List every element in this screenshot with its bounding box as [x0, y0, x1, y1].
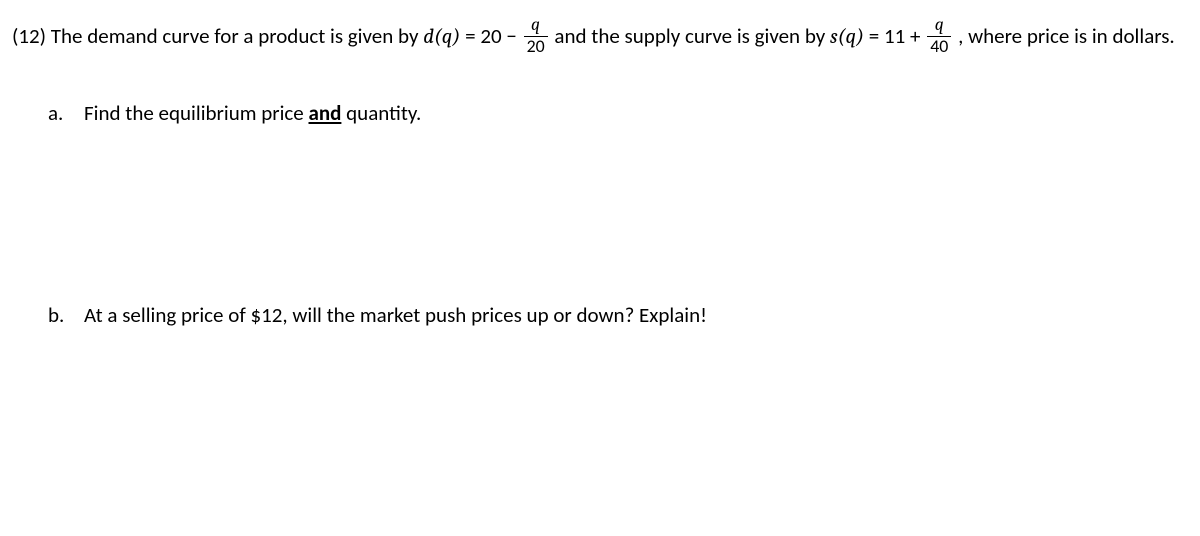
part-b-letter: b. — [48, 300, 84, 332]
part-a-prefix: Find the equilibrium price — [84, 100, 309, 126]
equation-2-mid: = 11 + — [869, 23, 925, 49]
part-a-text: Find the equilibrium price and quantity. — [84, 98, 421, 130]
fraction-1-denominator: 20 — [524, 37, 548, 57]
supply-fn-arg: (q) — [838, 25, 864, 49]
fraction-2-numerator: q — [927, 16, 951, 37]
equation-1-mid: = 20 − — [465, 23, 521, 49]
parts-list: a. Find the equilibrium price and quanti… — [12, 98, 1188, 331]
part-a: a. Find the equilibrium price and quanti… — [48, 98, 1188, 130]
part-a-emph: and — [309, 100, 342, 126]
fraction-1: q 20 — [524, 16, 548, 56]
fraction-1-numerator: q — [524, 16, 548, 37]
fraction-2-denominator: 40 — [927, 37, 951, 57]
problem-text-2: and the supply curve is given by — [554, 23, 830, 49]
part-b-text: At a selling price of $12, will the mark… — [84, 300, 707, 332]
part-a-letter: a. — [48, 98, 84, 130]
part-a-suffix: quantity. — [341, 100, 421, 126]
problem-text-1: The demand curve for a product is given … — [51, 23, 423, 49]
supply-fn-name: s — [830, 25, 838, 49]
problem-number: (12) — [12, 23, 46, 49]
fraction-2: q 40 — [927, 16, 951, 56]
demand-fn-name: d — [423, 25, 434, 49]
problem-statement: (12) The demand curve for a product is g… — [12, 18, 1188, 58]
part-b: b. At a selling price of $12, will the m… — [48, 300, 1188, 332]
demand-fn-arg: (q) — [434, 25, 460, 49]
problem-text-3: , where price is in dollars. — [958, 23, 1175, 49]
